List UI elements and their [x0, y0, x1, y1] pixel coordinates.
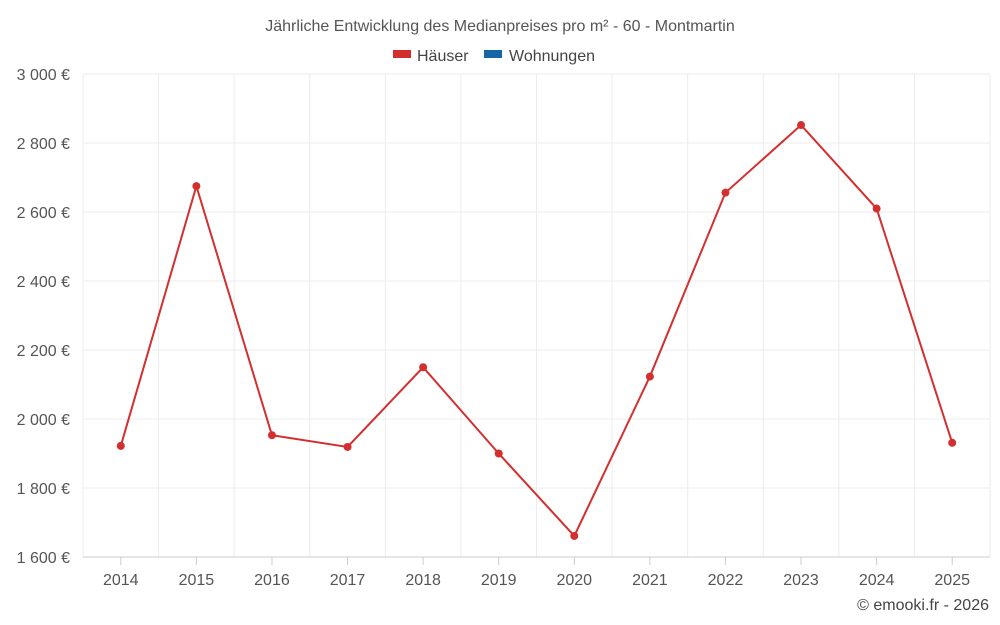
x-tick-label: 2025	[934, 572, 970, 589]
series-haeuser	[116, 121, 957, 540]
data-point[interactable]	[645, 372, 654, 381]
data-point[interactable]	[721, 188, 730, 197]
data-point[interactable]	[948, 438, 957, 447]
series-line	[119, 123, 954, 538]
x-tick-label: 2022	[708, 572, 744, 589]
data-point[interactable]	[494, 449, 503, 458]
y-axis: 1 600 € 1 800 € 2 000 € 2 200 € 2 400 € 2 600…	[17, 67, 70, 567]
y-tick-label: 2 600 €	[17, 205, 70, 222]
data-point[interactable]	[872, 204, 881, 213]
y-tick-label: 2 200 €	[17, 343, 70, 360]
x-tick-label: 2014	[103, 572, 139, 589]
credit-text: © emooki.fr - 2026	[857, 597, 989, 614]
data-point[interactable]	[419, 363, 428, 372]
y-tick-label: 1 800 €	[17, 481, 70, 498]
x-tick-label: 2023	[783, 572, 819, 589]
legend-item-haeuser[interactable]: Häuser	[393, 48, 469, 65]
x-tick-label: 2021	[632, 572, 668, 589]
x-tick-label: 2017	[330, 572, 366, 589]
legend-swatch-wohnungen	[484, 50, 502, 58]
grid	[82, 73, 991, 558]
x-tick-label: 2024	[859, 572, 895, 589]
y-tick-label: 1 600 €	[17, 550, 70, 567]
data-point[interactable]	[192, 182, 201, 191]
x-tick-label: 2018	[405, 572, 441, 589]
legend: Häuser Wohnungen	[393, 48, 595, 65]
legend-swatch-haeuser	[393, 50, 411, 58]
legend-item-wohnungen[interactable]: Wohnungen	[484, 48, 595, 65]
y-tick-label: 3 000 €	[17, 67, 70, 84]
x-axis: 2014 2015 2016 2017 2018 2019 2020 2021 2022 2023…	[83, 556, 990, 589]
x-tick-label: 2015	[179, 572, 215, 589]
legend-label-haeuser: Häuser	[417, 48, 469, 65]
data-point[interactable]	[797, 121, 806, 130]
chart-title: Jährliche Entwicklung des Medianpreises …	[265, 18, 735, 35]
x-tick-label: 2019	[481, 572, 517, 589]
data-point[interactable]	[570, 531, 579, 540]
legend-label-wohnungen: Wohnungen	[509, 48, 595, 65]
x-tick-label: 2020	[556, 572, 592, 589]
data-point[interactable]	[116, 441, 125, 450]
y-tick-label: 2 800 €	[17, 136, 70, 153]
x-tick-label: 2016	[254, 572, 290, 589]
y-tick-label: 2 400 €	[17, 274, 70, 291]
data-point[interactable]	[343, 442, 352, 451]
y-tick-label: 2 000 €	[17, 412, 70, 429]
data-point[interactable]	[267, 431, 276, 440]
